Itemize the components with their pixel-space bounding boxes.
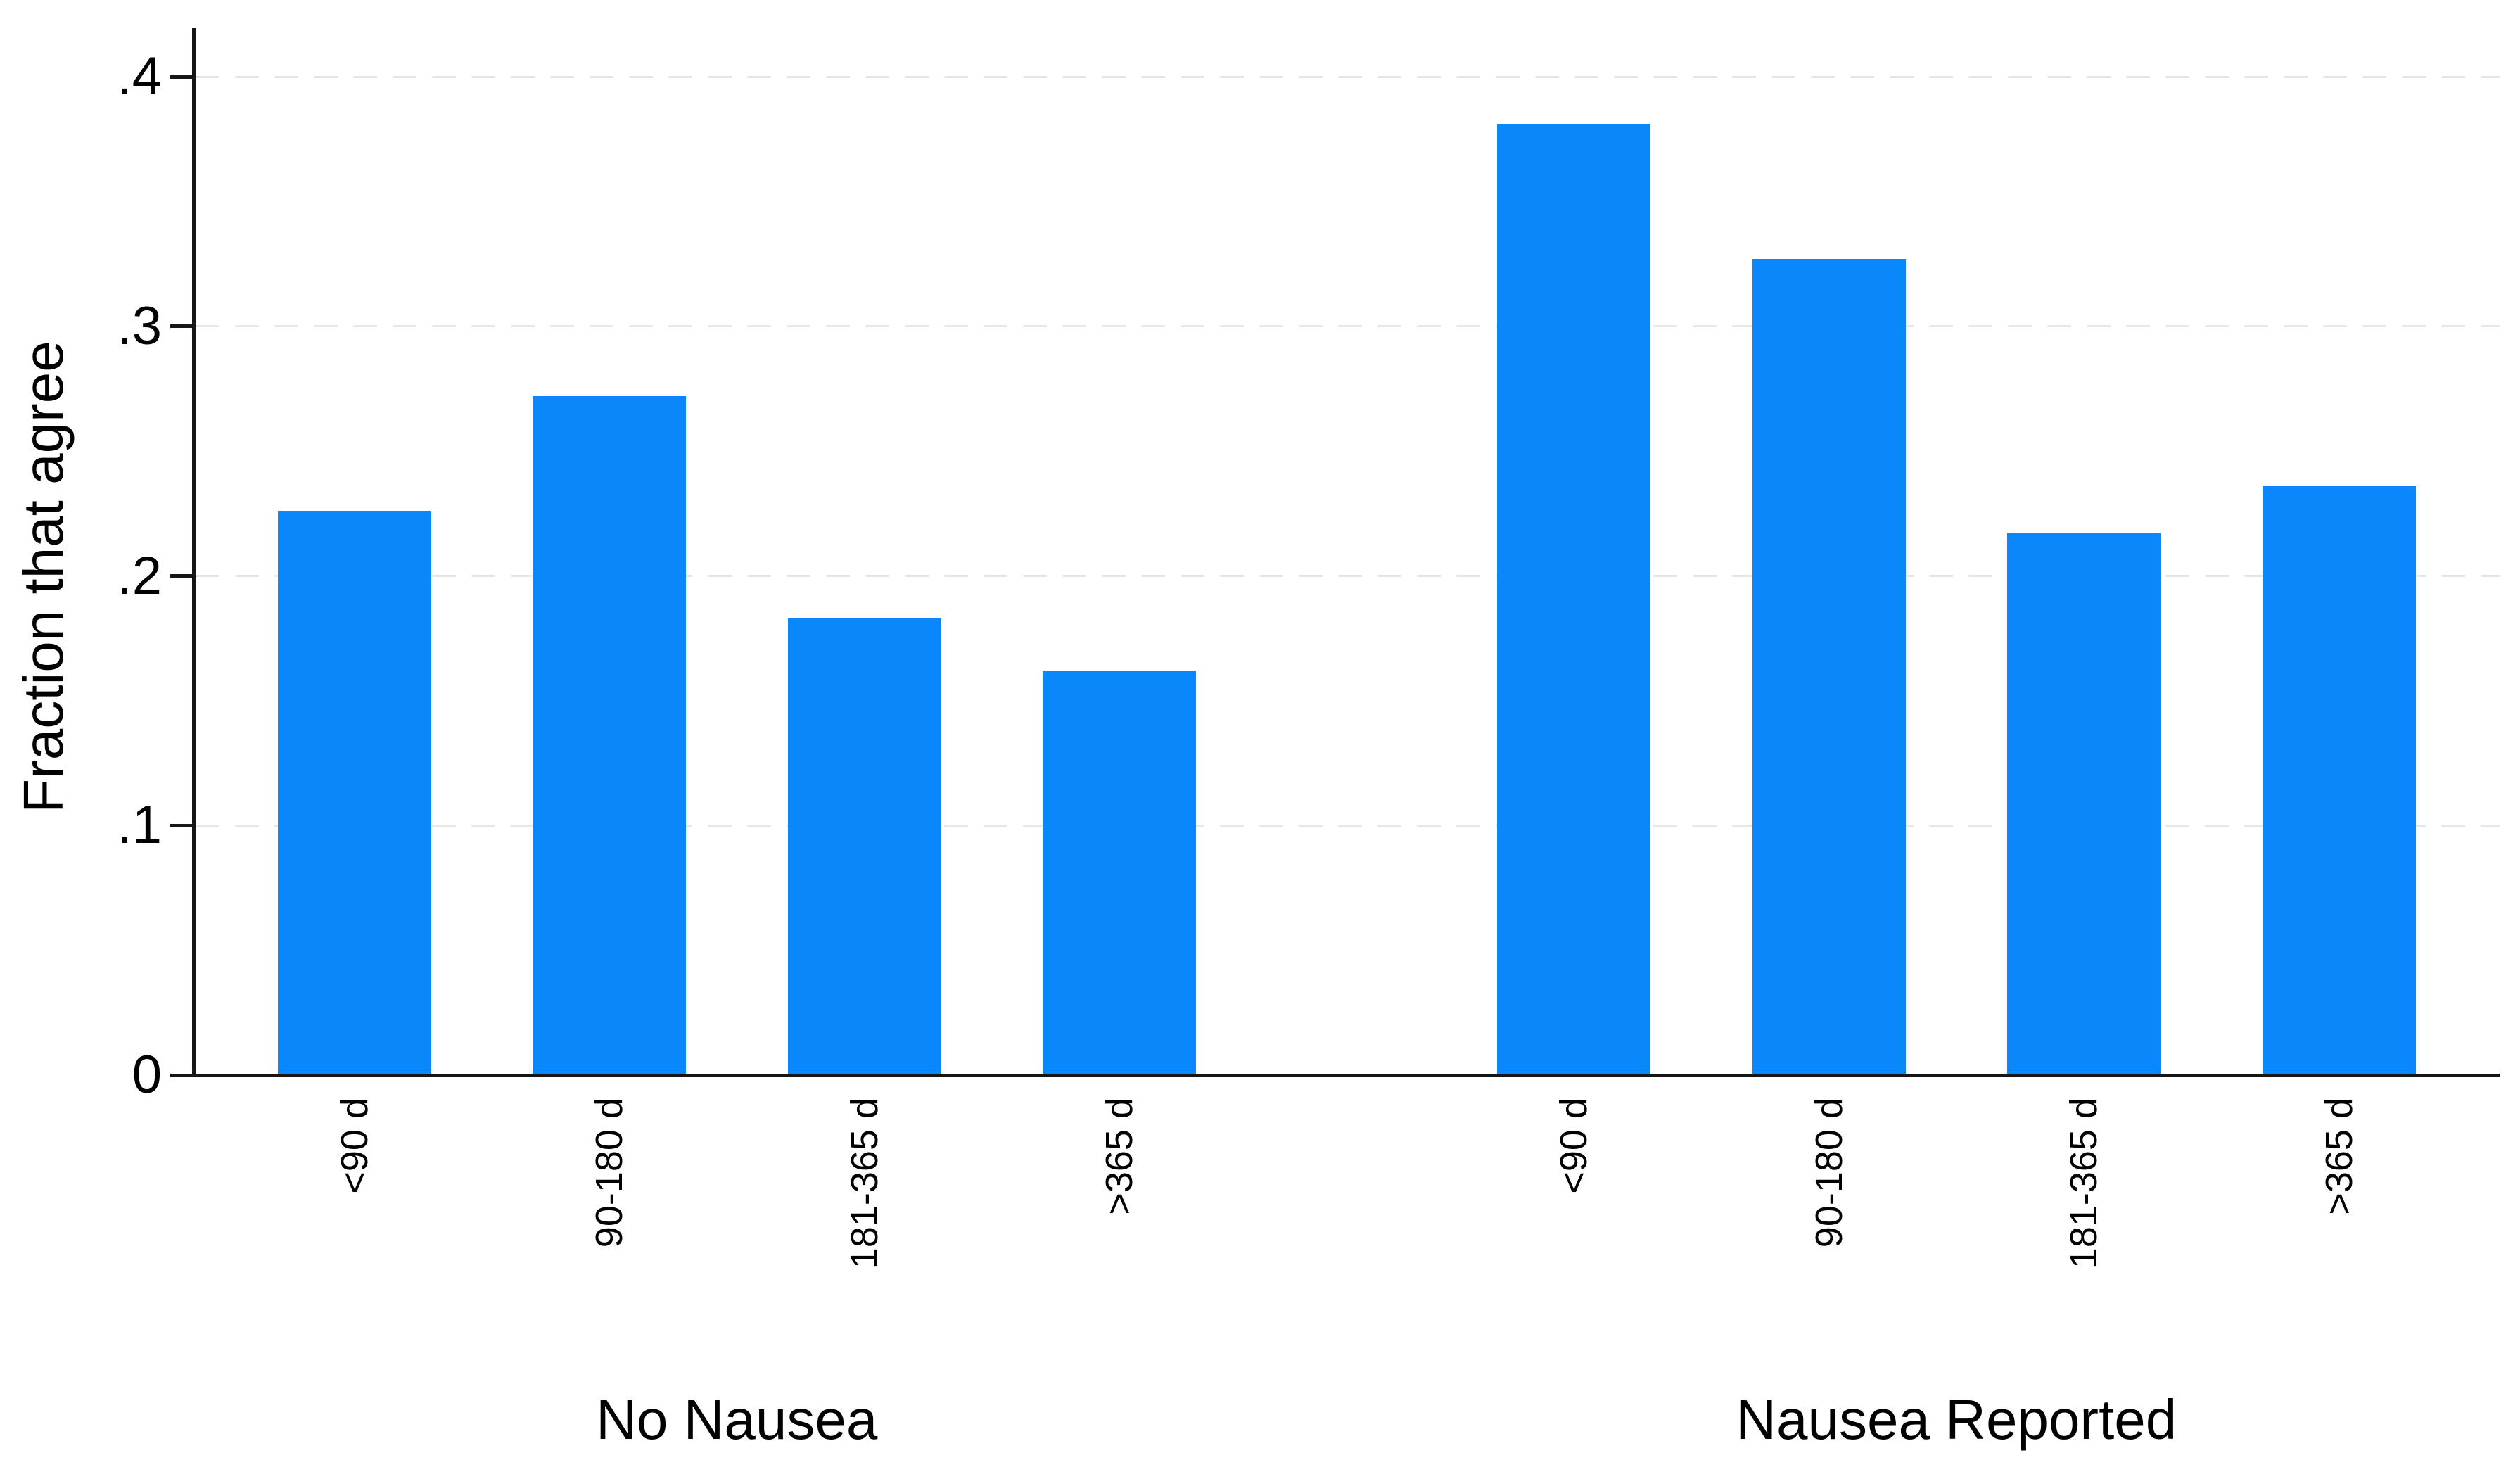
y-tick-mark — [170, 75, 192, 79]
gridline — [196, 325, 2500, 328]
x-tick-label: <90 d — [1553, 1098, 1595, 1194]
gridline — [196, 575, 2500, 577]
x-tick-label: <90 d — [333, 1098, 376, 1194]
y-tick-label: .3 — [117, 296, 162, 356]
y-tick-label: .4 — [117, 46, 162, 106]
bar-group0-cat0 — [277, 511, 431, 1075]
y-tick-mark — [170, 574, 192, 578]
x-tick-label: 181-365 d — [2063, 1098, 2105, 1269]
bar-group1-cat0 — [1497, 124, 1650, 1075]
bar-group1-cat1 — [1752, 258, 1906, 1075]
x-tick-label: >365 d — [1098, 1098, 1140, 1215]
bar-group1-cat2 — [2007, 533, 2161, 1075]
bar-group0-cat1 — [533, 396, 686, 1075]
gridline — [196, 75, 2500, 78]
y-tick-mark — [170, 823, 192, 827]
x-tick-label: 181-365 d — [843, 1098, 886, 1269]
x-axis-line — [192, 1074, 2500, 1077]
gridline — [196, 824, 2500, 827]
y-tick-mark — [170, 324, 192, 329]
y-tick-label: 0 — [132, 1045, 162, 1105]
x-tick-label: 90-180 d — [1807, 1098, 1850, 1248]
y-tick-label: .1 — [117, 795, 162, 856]
y-tick-label: .2 — [117, 545, 162, 606]
group-label: No Nausea — [596, 1388, 878, 1451]
x-tick-label: >365 d — [2317, 1098, 2360, 1215]
y-axis-line — [192, 28, 196, 1077]
y-tick-mark — [170, 1073, 192, 1077]
bar-group1-cat3 — [2262, 485, 2416, 1075]
group-label: Nausea Reported — [1736, 1388, 2177, 1451]
bar-group0-cat2 — [787, 618, 941, 1075]
x-tick-label: 90-180 d — [588, 1098, 630, 1248]
bar-group0-cat3 — [1043, 671, 1196, 1075]
